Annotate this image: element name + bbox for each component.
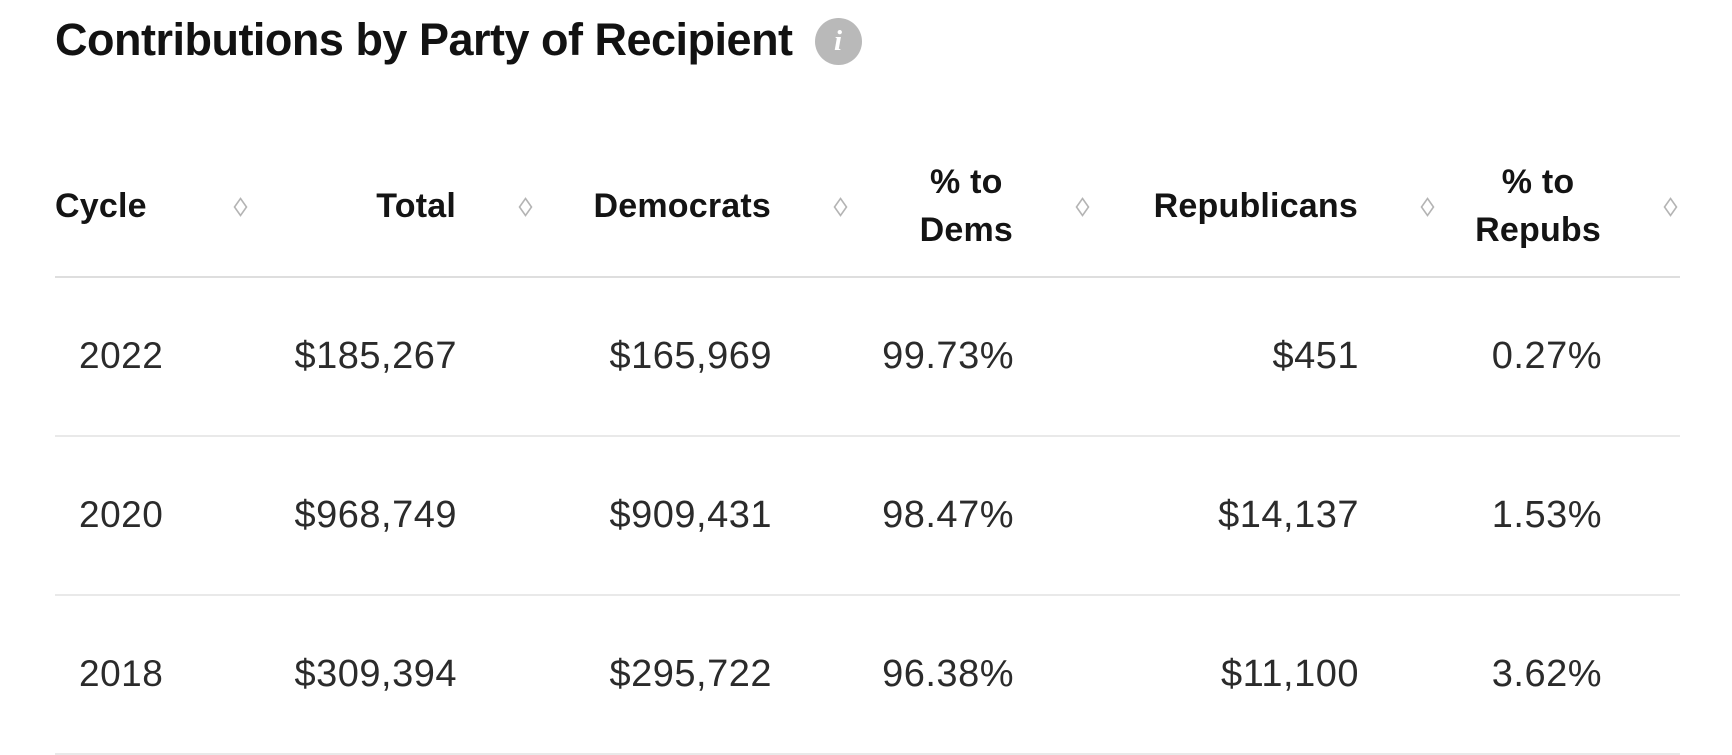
cell-total: $185,267 [250,276,535,437]
sort-icon[interactable] [1420,196,1435,217]
sort-icon[interactable] [233,196,248,217]
cell-pct-dems: 99.73% [850,276,1092,437]
table-row: 2022 $185,267 $165,969 99.73% $451 0.27% [55,276,1680,437]
column-header-pct-repubs[interactable]: % to Repubs [1437,137,1680,278]
cell-pct-dems: 98.47% [850,435,1092,596]
table-header: Cycle Total De [55,137,1680,278]
cell-pct-dems: 96.38% [850,594,1092,755]
cell-republicans: $11,100 [1092,594,1437,755]
cell-pct-repubs: 0.27% [1437,276,1680,437]
sort-icon[interactable] [518,196,533,217]
cell-republicans: $451 [1092,276,1437,437]
header-row: Cycle Total De [55,137,1680,278]
column-header-pct-dems[interactable]: % to Dems [850,137,1092,278]
cell-democrats: $165,969 [535,276,850,437]
column-header-label: % to Dems [919,163,1013,249]
section-header: Contributions by Party of Recipient i [55,14,1732,66]
column-header-total[interactable]: Total [250,137,535,278]
column-header-label: Cycle [55,186,147,225]
cell-cycle: 2018 [55,594,250,755]
sort-icon[interactable] [1075,196,1090,217]
cell-total: $968,749 [250,435,535,596]
cell-pct-repubs: 3.62% [1437,594,1680,755]
column-header-democrats[interactable]: Democrats [535,137,850,278]
cell-republicans: $14,137 [1092,435,1437,596]
column-header-label: Democrats [593,186,771,225]
sort-icon[interactable] [833,196,848,217]
table-row: 2018 $309,394 $295,722 96.38% $11,100 3.… [55,594,1680,755]
cell-pct-repubs: 1.53% [1437,435,1680,596]
table-body: 2022 $185,267 $165,969 99.73% $451 0.27%… [55,276,1680,755]
cell-cycle: 2020 [55,435,250,596]
column-header-label: Republicans [1153,186,1358,225]
sort-icon[interactable] [1663,196,1678,217]
contributions-table: Cycle Total De [55,137,1680,755]
column-header-republicans[interactable]: Republicans [1092,137,1437,278]
cell-democrats: $909,431 [535,435,850,596]
table-row: 2020 $968,749 $909,431 98.47% $14,137 1.… [55,435,1680,596]
cell-total: $309,394 [250,594,535,755]
column-header-label: Total [376,186,456,225]
cell-democrats: $295,722 [535,594,850,755]
column-header-label: % to Repubs [1475,163,1601,249]
cell-cycle: 2022 [55,276,250,437]
column-header-cycle[interactable]: Cycle [55,137,250,278]
page-title: Contributions by Party of Recipient [55,14,793,65]
info-icon[interactable]: i [814,18,862,66]
